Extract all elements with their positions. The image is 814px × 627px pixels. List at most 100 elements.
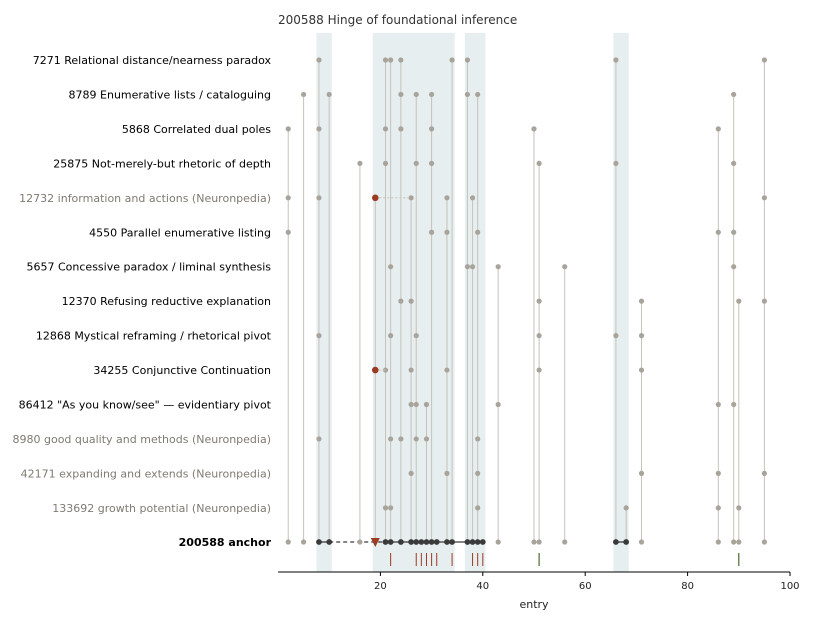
anchor-point bbox=[357, 539, 363, 545]
data-point bbox=[413, 401, 419, 408]
row-label: 12370 Refusing reductive explanation bbox=[62, 295, 271, 308]
data-point bbox=[382, 367, 389, 373]
data-point bbox=[475, 505, 481, 511]
row-label: 5657 Concessive paradox / liminal synthe… bbox=[27, 261, 272, 274]
anchor-point-dark bbox=[464, 539, 471, 545]
anchor-point-dark bbox=[428, 539, 435, 545]
data-point bbox=[623, 505, 629, 511]
data-point bbox=[731, 229, 737, 235]
data-point bbox=[715, 229, 721, 235]
anchor-point-dark bbox=[397, 539, 404, 545]
data-point bbox=[464, 264, 471, 270]
data-point bbox=[475, 91, 481, 98]
anchor-point bbox=[731, 539, 737, 545]
anchor-point bbox=[495, 539, 501, 545]
anchor-row: 200588 anchor bbox=[179, 536, 768, 549]
anchor-point bbox=[285, 539, 291, 545]
data-point bbox=[715, 401, 721, 408]
chart-title: 200588 Hinge of foundational inference bbox=[278, 13, 517, 27]
highlight-point bbox=[371, 366, 379, 374]
data-point bbox=[398, 57, 404, 63]
anchor-point-dark bbox=[613, 539, 619, 545]
stems bbox=[287, 60, 765, 542]
row-label: 12868 Mystical reframing / rhetorical pi… bbox=[36, 330, 272, 343]
x-tick-label: 80 bbox=[681, 581, 694, 592]
row-label: 7271 Relational distance/nearness parado… bbox=[33, 54, 272, 67]
data-point bbox=[382, 126, 389, 132]
row-label: 34255 Conjunctive Continuation bbox=[93, 364, 271, 377]
data-point bbox=[408, 401, 414, 408]
data-point bbox=[388, 436, 394, 442]
anchor-marker bbox=[370, 538, 380, 547]
data-point bbox=[388, 264, 394, 270]
data-point bbox=[638, 470, 645, 476]
data-point bbox=[382, 505, 389, 511]
anchor-point-dark bbox=[387, 539, 394, 545]
data-point bbox=[316, 436, 322, 442]
data-point bbox=[536, 298, 542, 304]
anchor-point bbox=[536, 539, 542, 545]
data-point bbox=[388, 333, 394, 339]
data-point bbox=[413, 436, 419, 442]
data-point bbox=[495, 264, 501, 270]
anchor-point bbox=[761, 539, 768, 545]
data-point bbox=[531, 126, 537, 132]
data-point bbox=[715, 470, 721, 476]
x-tick-label: 60 bbox=[579, 581, 592, 592]
row-label: 5868 Correlated dual poles bbox=[122, 123, 271, 136]
data-point bbox=[638, 298, 645, 304]
anchor-point bbox=[638, 539, 645, 545]
data-point bbox=[408, 367, 414, 373]
anchor-point bbox=[301, 539, 307, 545]
anchor-point-dark bbox=[326, 539, 333, 545]
data-point bbox=[444, 229, 450, 235]
highlight-band bbox=[372, 33, 455, 572]
anchor-point-dark bbox=[474, 539, 481, 545]
data-point bbox=[464, 91, 471, 98]
anchor-point bbox=[531, 539, 537, 545]
row-label: 8980 good quality and methods (Neuronped… bbox=[13, 433, 272, 446]
data-point bbox=[613, 160, 619, 166]
data-point bbox=[475, 470, 481, 476]
data-point bbox=[326, 91, 332, 98]
data-point bbox=[736, 505, 742, 511]
data-point bbox=[423, 401, 430, 408]
data-point bbox=[731, 401, 737, 408]
data-point bbox=[449, 57, 455, 63]
data-point bbox=[301, 91, 307, 98]
data-point bbox=[444, 470, 450, 476]
data-point bbox=[536, 160, 542, 166]
data-point bbox=[316, 195, 322, 201]
highlight-band bbox=[464, 33, 486, 572]
data-point bbox=[761, 195, 768, 201]
data-point bbox=[731, 264, 737, 270]
data-point bbox=[444, 367, 450, 373]
data-point bbox=[715, 126, 721, 132]
data-point bbox=[413, 91, 419, 98]
row-label: 8789 Enumerative lists / cataloguing bbox=[69, 88, 271, 101]
anchor-point-dark bbox=[423, 539, 430, 545]
data-point bbox=[495, 401, 501, 408]
row-label: 42171 expanding and extends (Neuronpedia… bbox=[21, 467, 271, 480]
rows: 7271 Relational distance/nearness parado… bbox=[13, 54, 768, 515]
data-point bbox=[429, 160, 435, 166]
data-point bbox=[464, 57, 471, 63]
data-point bbox=[408, 195, 414, 201]
data-point bbox=[408, 298, 414, 304]
data-point bbox=[469, 195, 476, 201]
data-point bbox=[398, 298, 404, 304]
data-point bbox=[475, 436, 481, 442]
data-point bbox=[316, 126, 322, 132]
data-point bbox=[423, 436, 430, 442]
anchor-point-dark bbox=[623, 539, 630, 545]
data-point bbox=[761, 470, 768, 476]
x-axis-label: entry bbox=[519, 598, 549, 611]
data-point bbox=[638, 333, 645, 339]
highlight-band bbox=[613, 33, 629, 572]
anchor-point bbox=[562, 539, 568, 545]
anchor-point-dark bbox=[408, 539, 415, 545]
data-point bbox=[736, 298, 742, 304]
row-label: 133692 growth potential (Neuronpedia) bbox=[52, 502, 271, 515]
data-point bbox=[398, 126, 404, 132]
x-axis: 20 40 60 80 100 bbox=[278, 571, 800, 592]
